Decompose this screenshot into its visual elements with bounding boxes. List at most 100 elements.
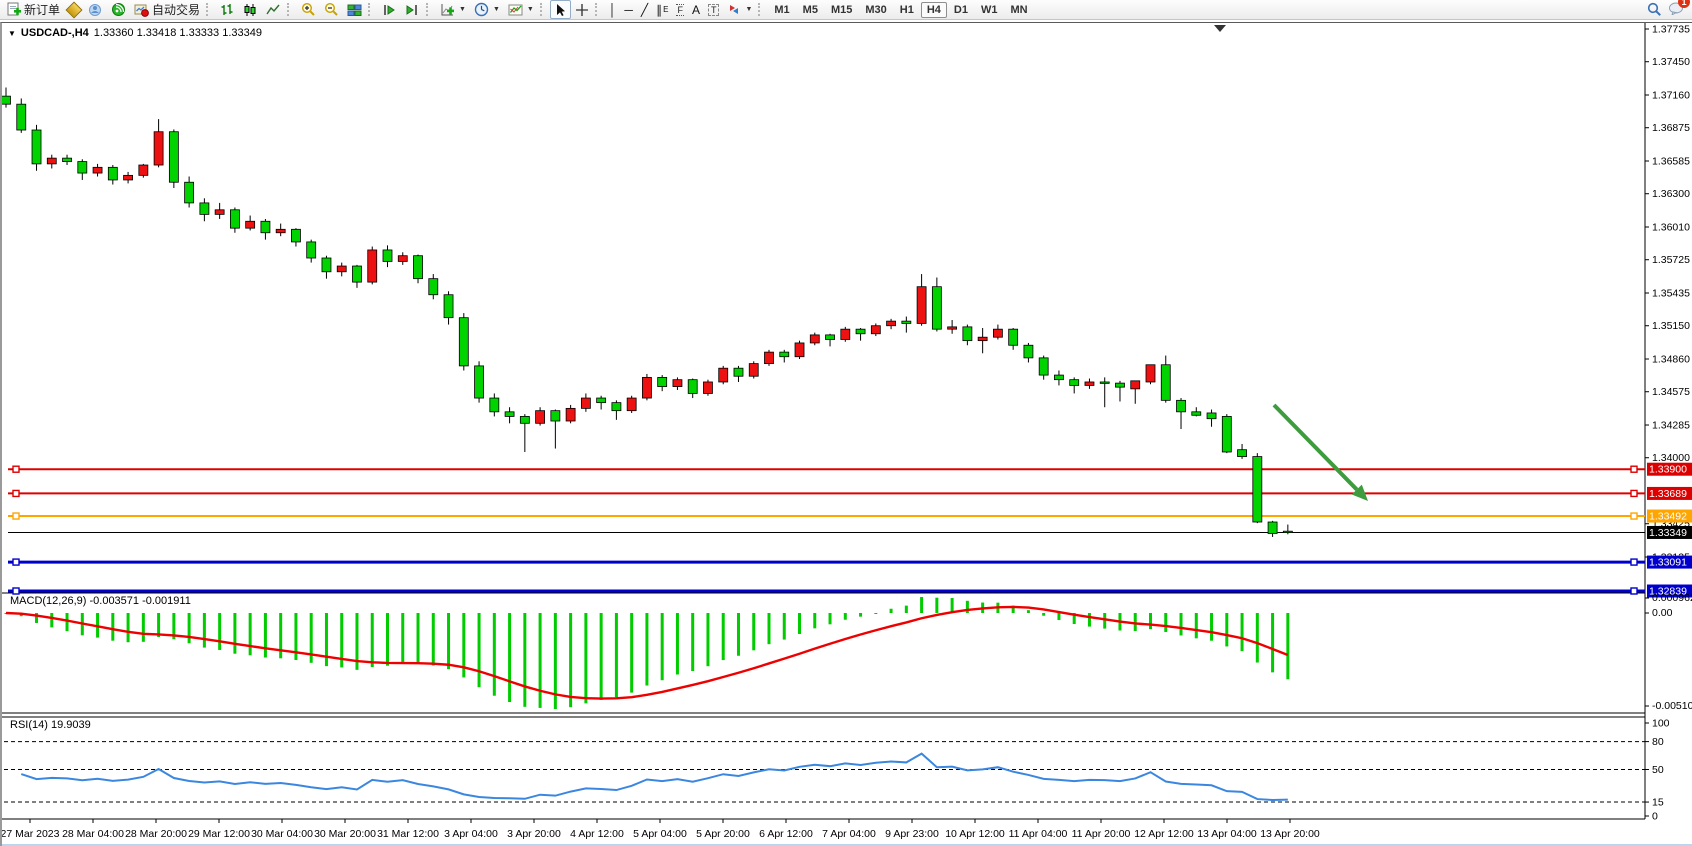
arrows-tool-button[interactable]: ▼ [723,0,756,19]
periods-caret-icon[interactable]: ▼ [492,6,500,13]
trendline-tool-button[interactable]: ╱ [637,0,652,19]
new-order-label: 新订单 [24,3,61,17]
macd-histogram-bar [1194,613,1198,639]
line-chart-button[interactable] [262,0,285,19]
macd-histogram-bar [920,597,924,613]
rsi-axis-label: 100 [1652,718,1670,730]
channel-tool-button[interactable]: ∥ E [652,0,672,19]
candle-body [962,326,973,342]
arrows-caret-icon[interactable]: ▼ [745,6,753,13]
macd-histogram-bar [187,613,191,644]
chart-menu-triangle-icon[interactable]: ▼ [8,28,16,38]
macd-histogram-bar [1011,605,1015,613]
hline-marker[interactable] [12,587,20,595]
new-order-button[interactable]: 新订单 [2,0,64,19]
chart-shift-button[interactable] [401,0,424,19]
tf-button-M30[interactable]: M30 [865,3,887,16]
hline-marker[interactable] [1630,465,1638,473]
candlestick-chart-button[interactable] [239,0,262,19]
candle-body [1084,381,1095,386]
tf-button-W1[interactable]: W1 [980,3,998,16]
macd-histogram-bar [1042,613,1046,616]
community-icon [89,4,102,16]
time-tick-label: 13 Apr 20:00 [1260,828,1320,840]
candle-body [1099,381,1110,384]
price-tick-label: 1.34000 [1652,452,1690,464]
tf-button-MN[interactable]: MN [1010,3,1028,16]
community-button[interactable] [84,0,107,19]
periods-button[interactable]: ▼ [470,0,504,19]
templates-caret-icon[interactable]: ▼ [526,6,534,13]
chart-canvas[interactable]: 1.37735 1.37450 1.37160 1.36875 1.36585 1.363… [2,23,1692,845]
price-label-box-1.33900 [1647,462,1692,476]
market-depth-button[interactable] [64,0,84,19]
chart-shift-icon [406,4,417,15]
crosshair-tool-button[interactable] [571,0,593,19]
tile-windows-button[interactable] [343,0,366,19]
auto-scroll-icon [384,4,395,15]
indicators-button[interactable]: ▼ [436,0,470,19]
cursor-icon [556,3,565,16]
candle-body [352,265,362,283]
hline-marker[interactable] [12,465,20,473]
text-tool-button[interactable]: A [688,0,704,19]
time-tick-label: 29 Mar 12:00 [188,828,250,840]
macd-indicator-label: MACD(12,26,9) -0.003571 -0.001911 [10,595,191,607]
macd-histogram-bar [431,613,435,666]
templates-button[interactable]: ▼ [504,0,538,19]
price-tick-label: 1.37735 [1652,24,1690,36]
macd-axis-label: 0.00 [1652,607,1673,619]
chart-title: ▼ USDCAD-,H4 1.33360 1.33418 1.33333 1.3… [8,27,262,39]
search-icon[interactable] [1647,2,1662,17]
tf-button-M1[interactable]: M1 [774,3,790,16]
text-label-tool-button[interactable]: T [704,0,724,19]
signals-button[interactable] [107,0,130,19]
price-tick-label: 1.37160 [1652,90,1690,102]
horizontal-line-tool-button[interactable]: ─ [620,0,637,19]
hline-marker[interactable] [1630,558,1638,566]
time-tick-label: 11 Apr 20:00 [1072,828,1131,840]
trend-arrow-annotation[interactable] [1272,403,1368,501]
candle-body [458,317,469,367]
hline-marker[interactable] [1630,512,1638,520]
auto-scroll-button[interactable] [378,0,401,19]
zoom-in-button[interactable] [297,0,320,19]
candle-body [16,103,27,131]
notifications-button[interactable]: 1 [1668,0,1690,18]
macd-pane: 0.000962 0.00 -0.005107 [4,592,1692,712]
hline-marker[interactable] [1630,489,1638,498]
price-label-box-text: 1.33689 [1649,488,1687,500]
autotrading-button[interactable]: 自动交易 [130,0,204,19]
candle-body [291,228,301,243]
zoom-out-button[interactable] [320,0,343,19]
rsi-name: RSI(14) [10,719,48,731]
tf-button-M15[interactable]: M15 [830,3,853,16]
indicators-caret-icon[interactable]: ▼ [459,6,466,13]
time-axis: 27 Mar 2023 28 Mar 04:00 28 Mar 20:00 29 Ma… [2,819,1320,840]
macd-histogram-bar [630,613,634,693]
hline-marker[interactable] [12,512,20,520]
candle-body [153,131,164,166]
tf-button-M5[interactable]: M5 [802,3,818,16]
rsi-axis-label: 0 [1652,811,1658,823]
macd-histogram-bar [492,613,496,696]
candle-body [1237,449,1247,457]
candle-body [2,95,11,105]
tf-button-H4[interactable]: H4 [920,1,947,18]
vertical-line-tool-button[interactable]: │ [605,0,621,19]
price-label-box-1.33091 [1647,555,1692,569]
hline-marker[interactable] [12,489,20,498]
macd-histogram-bar [35,613,39,623]
tf-button-H1[interactable]: H1 [899,3,914,16]
bar-chart-button[interactable] [216,0,239,19]
tf-button-D1[interactable]: D1 [953,3,968,16]
text-label-icon: T [707,3,720,16]
cursor-tool-button[interactable] [549,0,571,19]
fibonacci-tool-button[interactable]: F [672,0,688,19]
hline-marker[interactable] [1630,587,1638,595]
toolbar-grip [206,3,212,16]
toolbar-grip [368,3,374,16]
hline-marker[interactable] [12,558,20,566]
chart-shift-marker-icon[interactable] [1214,25,1226,32]
rsi-indicator-label: RSI(14) 19.9039 [10,719,91,731]
